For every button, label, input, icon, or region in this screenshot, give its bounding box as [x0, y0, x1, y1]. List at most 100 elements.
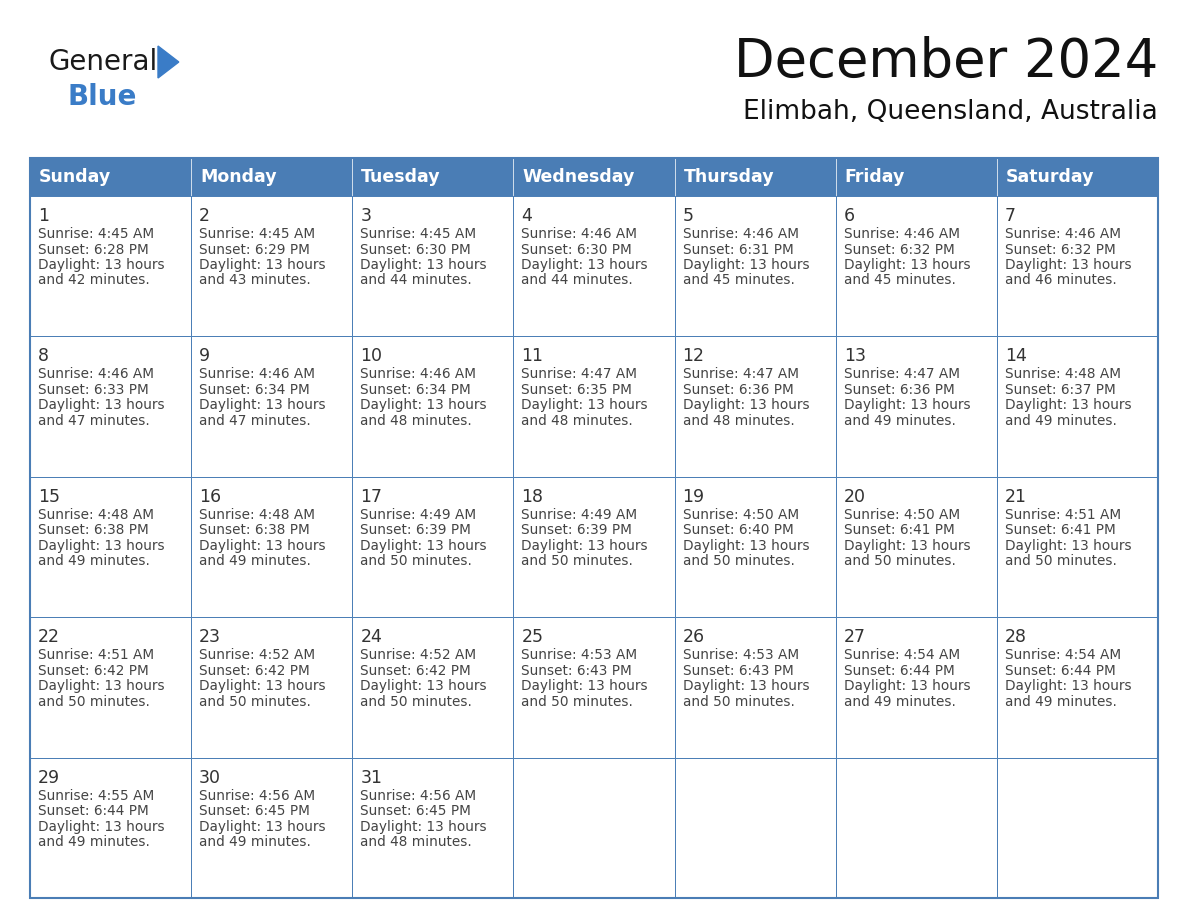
- Text: Sunday: Sunday: [39, 168, 112, 186]
- Text: Daylight: 13 hours: Daylight: 13 hours: [522, 539, 647, 553]
- Text: Daylight: 13 hours: Daylight: 13 hours: [360, 539, 487, 553]
- Text: Sunset: 6:43 PM: Sunset: 6:43 PM: [683, 664, 794, 677]
- Bar: [835, 757, 997, 898]
- Bar: [353, 476, 513, 617]
- Text: 16: 16: [200, 487, 221, 506]
- Text: Daylight: 13 hours: Daylight: 13 hours: [360, 398, 487, 412]
- Text: Daylight: 13 hours: Daylight: 13 hours: [200, 820, 326, 834]
- Text: Daylight: 13 hours: Daylight: 13 hours: [38, 258, 165, 272]
- Text: Sunset: 6:38 PM: Sunset: 6:38 PM: [200, 523, 310, 537]
- Bar: [997, 476, 1158, 617]
- Text: Sunrise: 4:55 AM: Sunrise: 4:55 AM: [38, 789, 154, 802]
- Bar: [191, 476, 353, 617]
- Text: and 44 minutes.: and 44 minutes.: [360, 274, 472, 287]
- Text: Sunrise: 4:54 AM: Sunrise: 4:54 AM: [1005, 648, 1121, 662]
- Bar: [353, 158, 513, 196]
- Bar: [513, 757, 675, 898]
- Text: Sunrise: 4:50 AM: Sunrise: 4:50 AM: [843, 508, 960, 521]
- Text: Elimbah, Queensland, Australia: Elimbah, Queensland, Australia: [744, 99, 1158, 125]
- Text: 8: 8: [38, 347, 49, 365]
- Text: 28: 28: [1005, 628, 1026, 646]
- Bar: [30, 158, 191, 196]
- Bar: [30, 476, 191, 617]
- Text: Sunrise: 4:47 AM: Sunrise: 4:47 AM: [683, 367, 798, 381]
- Text: Blue: Blue: [68, 83, 138, 111]
- Text: and 49 minutes.: and 49 minutes.: [1005, 414, 1117, 428]
- Text: 19: 19: [683, 487, 704, 506]
- Text: 26: 26: [683, 628, 704, 646]
- Text: Sunset: 6:32 PM: Sunset: 6:32 PM: [843, 242, 954, 256]
- Text: Sunset: 6:39 PM: Sunset: 6:39 PM: [360, 523, 472, 537]
- Bar: [353, 196, 513, 336]
- Text: 7: 7: [1005, 207, 1016, 225]
- Text: 11: 11: [522, 347, 543, 365]
- Text: 24: 24: [360, 628, 383, 646]
- Text: 4: 4: [522, 207, 532, 225]
- Bar: [675, 617, 835, 757]
- Text: Daylight: 13 hours: Daylight: 13 hours: [1005, 258, 1131, 272]
- Text: Sunset: 6:45 PM: Sunset: 6:45 PM: [360, 804, 472, 818]
- Text: Daylight: 13 hours: Daylight: 13 hours: [1005, 679, 1131, 693]
- Text: Sunrise: 4:56 AM: Sunrise: 4:56 AM: [200, 789, 315, 802]
- Bar: [675, 476, 835, 617]
- Text: Sunrise: 4:48 AM: Sunrise: 4:48 AM: [38, 508, 154, 521]
- Text: and 45 minutes.: and 45 minutes.: [683, 274, 795, 287]
- Bar: [675, 336, 835, 476]
- Text: and 48 minutes.: and 48 minutes.: [522, 414, 633, 428]
- Text: 2: 2: [200, 207, 210, 225]
- Bar: [513, 336, 675, 476]
- Text: and 49 minutes.: and 49 minutes.: [200, 554, 311, 568]
- Text: Saturday: Saturday: [1006, 168, 1094, 186]
- Text: Sunrise: 4:50 AM: Sunrise: 4:50 AM: [683, 508, 798, 521]
- Text: 13: 13: [843, 347, 866, 365]
- Bar: [997, 617, 1158, 757]
- Text: and 50 minutes.: and 50 minutes.: [843, 554, 955, 568]
- Text: 12: 12: [683, 347, 704, 365]
- Bar: [835, 336, 997, 476]
- Text: Sunrise: 4:48 AM: Sunrise: 4:48 AM: [1005, 367, 1120, 381]
- Text: Sunset: 6:30 PM: Sunset: 6:30 PM: [360, 242, 470, 256]
- Text: Sunset: 6:43 PM: Sunset: 6:43 PM: [522, 664, 632, 677]
- Text: 15: 15: [38, 487, 61, 506]
- Text: 10: 10: [360, 347, 383, 365]
- Text: Daylight: 13 hours: Daylight: 13 hours: [200, 539, 326, 553]
- Text: 5: 5: [683, 207, 694, 225]
- Text: Sunset: 6:32 PM: Sunset: 6:32 PM: [1005, 242, 1116, 256]
- Bar: [835, 476, 997, 617]
- Text: Sunset: 6:29 PM: Sunset: 6:29 PM: [200, 242, 310, 256]
- Text: Sunset: 6:41 PM: Sunset: 6:41 PM: [843, 523, 954, 537]
- Text: Sunset: 6:45 PM: Sunset: 6:45 PM: [200, 804, 310, 818]
- Bar: [191, 757, 353, 898]
- Text: Friday: Friday: [845, 168, 905, 186]
- Bar: [997, 757, 1158, 898]
- Text: Sunrise: 4:54 AM: Sunrise: 4:54 AM: [843, 648, 960, 662]
- Text: Daylight: 13 hours: Daylight: 13 hours: [38, 398, 165, 412]
- Text: Sunset: 6:40 PM: Sunset: 6:40 PM: [683, 523, 794, 537]
- Text: Daylight: 13 hours: Daylight: 13 hours: [200, 679, 326, 693]
- Text: and 49 minutes.: and 49 minutes.: [38, 835, 150, 849]
- Text: Daylight: 13 hours: Daylight: 13 hours: [683, 398, 809, 412]
- Text: 18: 18: [522, 487, 543, 506]
- Bar: [675, 757, 835, 898]
- Text: December 2024: December 2024: [734, 36, 1158, 88]
- Text: Daylight: 13 hours: Daylight: 13 hours: [200, 258, 326, 272]
- Bar: [997, 158, 1158, 196]
- Text: Sunrise: 4:53 AM: Sunrise: 4:53 AM: [683, 648, 798, 662]
- Text: Daylight: 13 hours: Daylight: 13 hours: [522, 398, 647, 412]
- Text: Tuesday: Tuesday: [361, 168, 441, 186]
- Text: and 50 minutes.: and 50 minutes.: [683, 695, 795, 709]
- Text: Sunset: 6:36 PM: Sunset: 6:36 PM: [683, 383, 794, 397]
- Text: 17: 17: [360, 487, 383, 506]
- Text: Daylight: 13 hours: Daylight: 13 hours: [843, 539, 971, 553]
- Text: and 48 minutes.: and 48 minutes.: [683, 414, 795, 428]
- Text: Sunrise: 4:51 AM: Sunrise: 4:51 AM: [38, 648, 154, 662]
- Text: and 49 minutes.: and 49 minutes.: [843, 695, 955, 709]
- Text: and 50 minutes.: and 50 minutes.: [683, 554, 795, 568]
- Text: Sunset: 6:39 PM: Sunset: 6:39 PM: [522, 523, 632, 537]
- Text: Sunrise: 4:46 AM: Sunrise: 4:46 AM: [38, 367, 154, 381]
- Text: 31: 31: [360, 768, 383, 787]
- Text: Daylight: 13 hours: Daylight: 13 hours: [683, 539, 809, 553]
- Text: Daylight: 13 hours: Daylight: 13 hours: [1005, 539, 1131, 553]
- Text: Sunrise: 4:52 AM: Sunrise: 4:52 AM: [200, 648, 315, 662]
- Text: Sunset: 6:44 PM: Sunset: 6:44 PM: [843, 664, 954, 677]
